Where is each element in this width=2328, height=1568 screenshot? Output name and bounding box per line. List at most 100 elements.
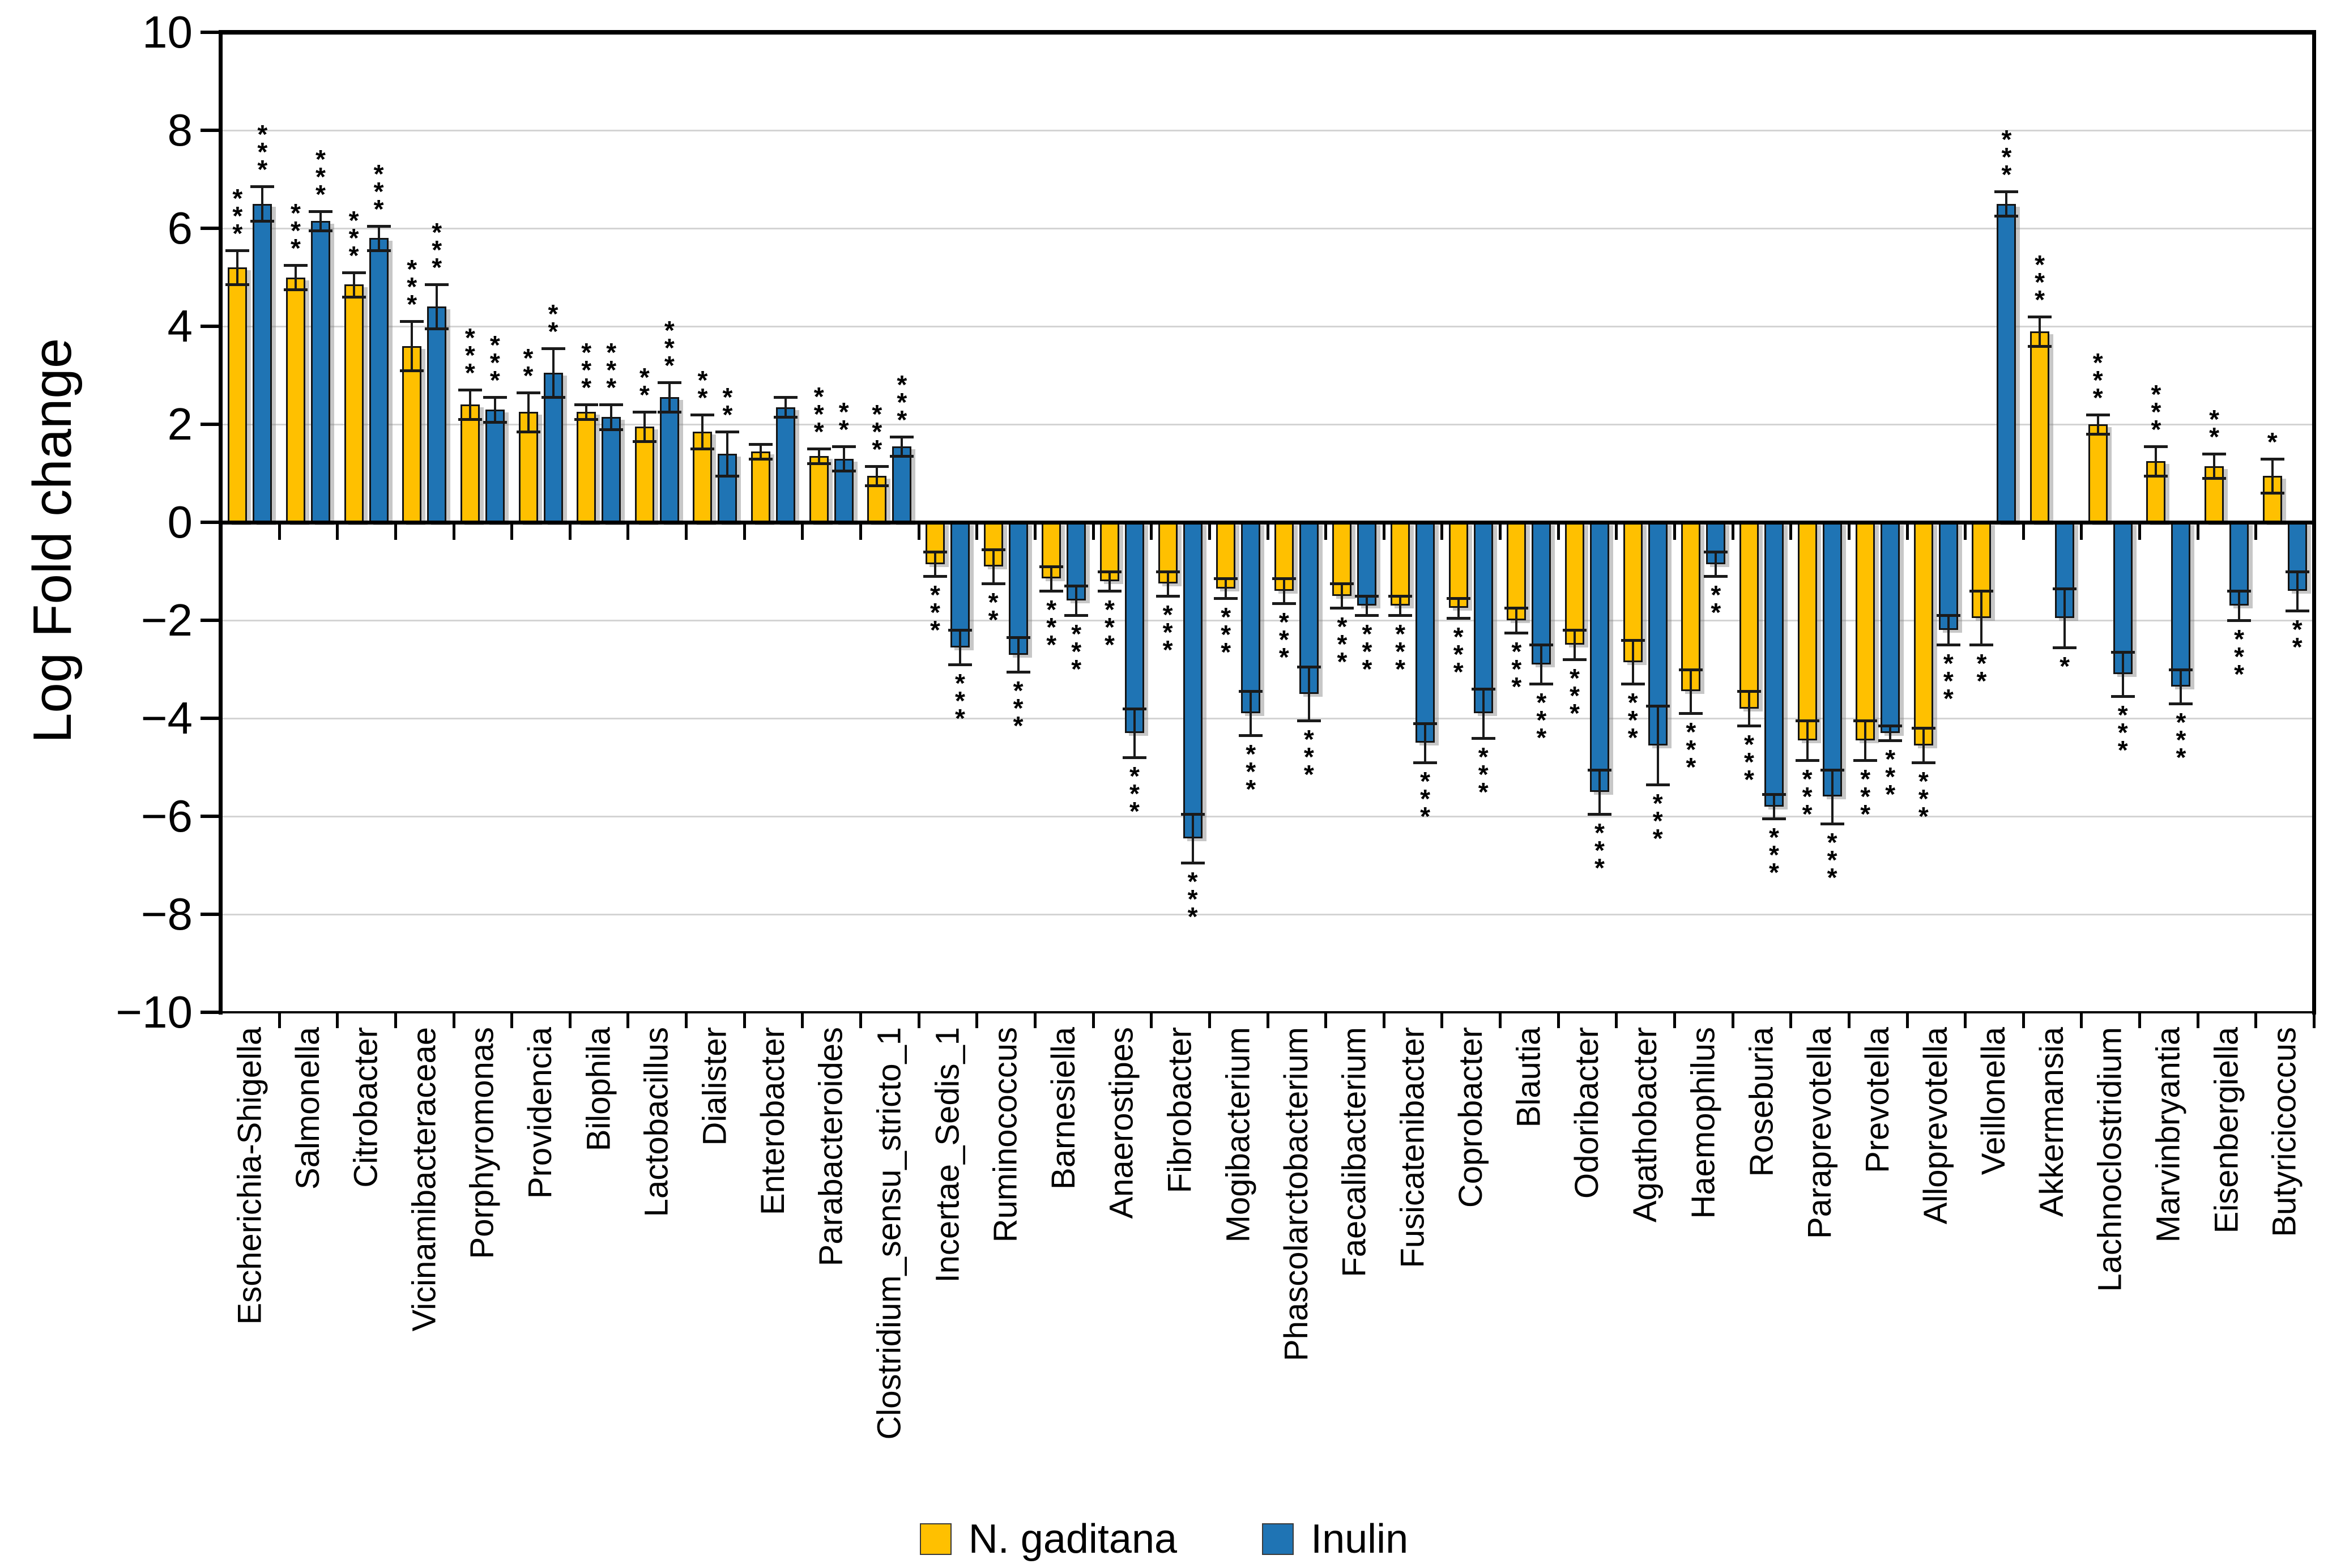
category-tick-bottom (1789, 1012, 1793, 1028)
grid-line (221, 620, 2314, 621)
significance-star: * (1976, 666, 1987, 696)
error-bar-cap (541, 347, 565, 350)
significance-star: * (1187, 884, 1198, 914)
bar-inulin (1473, 522, 1493, 714)
error-bar (643, 412, 646, 442)
error-bar-cap (425, 283, 449, 287)
category-tick-zero (626, 524, 630, 540)
category-tick-bottom (975, 1012, 979, 1028)
error-bar-cap (1006, 636, 1030, 640)
grid-line (221, 228, 2314, 229)
y-tick-label: 8 (167, 105, 193, 155)
error-bar-cap (1471, 736, 1495, 740)
bar-inulin (1357, 522, 1377, 606)
x-axis-label: Phascolarctobacterium (1277, 1027, 1315, 1361)
error-bar-cap (574, 403, 599, 407)
significance-stars: * * * (1034, 596, 1068, 658)
error-bar (493, 397, 496, 422)
category-tick-bottom (1731, 1012, 1734, 1028)
x-axis-label: Providencia (522, 1027, 559, 1199)
bar-n-gaditana (344, 284, 364, 522)
category-tick-zero (2138, 524, 2142, 540)
significance-star: * (1570, 681, 1580, 711)
significance-star: * (489, 348, 500, 378)
category-tick-bottom (801, 1012, 804, 1028)
category-tick-zero (510, 524, 514, 540)
error-bar-cap (1097, 590, 1122, 593)
significance-star: * (1918, 783, 1929, 813)
category-tick-bottom (336, 1012, 339, 1028)
error-bar-cap (541, 396, 565, 399)
significance-stars: * * * (2023, 252, 2057, 313)
significance-star: * (1337, 612, 1348, 642)
error-bar (958, 630, 961, 664)
error-bar-cap (483, 396, 507, 399)
category-tick-zero (1150, 524, 1153, 540)
error-bar-cap (981, 548, 1005, 551)
error-bar (992, 549, 995, 584)
error-bar-cap (1272, 577, 1296, 581)
significance-stars: * * * (1815, 829, 1849, 890)
category-tick-bottom (2196, 1012, 2199, 1028)
significance-stars: * * * (918, 582, 952, 643)
error-bar (1017, 637, 1020, 672)
error-bar (1482, 689, 1485, 738)
category-tick-bottom (2080, 1012, 2083, 1028)
category-tick-bottom (1382, 1012, 1385, 1028)
error-bar-cap (2260, 457, 2284, 461)
error-bar-cap (1446, 616, 1470, 620)
x-axis-label: Veillonella (1975, 1027, 2013, 1175)
significance-stars: * * * (1442, 624, 1476, 685)
category-tick-zero (1789, 524, 1793, 540)
error-bar (1108, 571, 1111, 591)
category-tick-bottom (917, 1012, 920, 1028)
significance-stars: * * * (1001, 678, 1035, 739)
error-bar (842, 446, 845, 471)
error-bar-cap (1853, 759, 1878, 762)
x-axis-label: Faecalibacterium (1336, 1027, 1373, 1277)
significance-star: * (1511, 671, 1522, 701)
plot-right-border (2312, 30, 2316, 1015)
category-tick-bottom (1557, 1012, 1560, 1028)
error-bar-cap (1621, 683, 1645, 686)
error-bar-cap (1388, 614, 1413, 617)
error-bar-cap (1355, 594, 1379, 598)
significance-star: * (1395, 637, 1406, 667)
significance-star: * (1918, 801, 1929, 831)
significance-star: * (1129, 796, 1140, 826)
error-bar-cap (1795, 759, 1819, 762)
significance-stars: * * * (860, 401, 894, 462)
significance-stars: * * * (1267, 607, 1301, 670)
error-bar-cap (2202, 452, 2227, 455)
significance-star: * (348, 240, 359, 270)
error-bar-cap (599, 403, 624, 407)
significance-stars: * * * (1732, 731, 1766, 792)
significance-star: * (1221, 602, 1231, 632)
significance-star: * (232, 201, 243, 231)
significance-star: * (606, 338, 617, 368)
error-bar-cap (2028, 315, 2052, 318)
significance-star: * (2117, 735, 2128, 765)
significance-star: * (2035, 267, 2045, 297)
error-bar (411, 321, 413, 370)
bar-n-gaditana (1623, 522, 1643, 662)
x-axis-label: Barnesiella (1045, 1027, 1082, 1190)
category-tick-zero (1905, 524, 1909, 540)
error-bar (1715, 551, 1717, 577)
significance-star: * (1129, 779, 1140, 809)
significance-stars: * * * (1466, 744, 1500, 805)
significance-star: * (1278, 607, 1289, 637)
significance-stars: * * * (885, 372, 919, 433)
x-axis-label: Escherichia-Shigella (231, 1027, 268, 1325)
significance-star: * (432, 235, 442, 265)
significance-star: * (2176, 743, 2186, 773)
error-bar-cap (981, 582, 1005, 586)
error-bar-cap (1563, 658, 1587, 662)
significance-star: * (1686, 717, 1696, 747)
significance-stars: * * * (1151, 602, 1185, 663)
error-bar-cap (1064, 585, 1089, 588)
error-bar-cap (2285, 609, 2309, 612)
significance-star: * (1162, 617, 1173, 647)
significance-star: * (1395, 654, 1406, 684)
bar-n-gaditana (228, 267, 248, 522)
